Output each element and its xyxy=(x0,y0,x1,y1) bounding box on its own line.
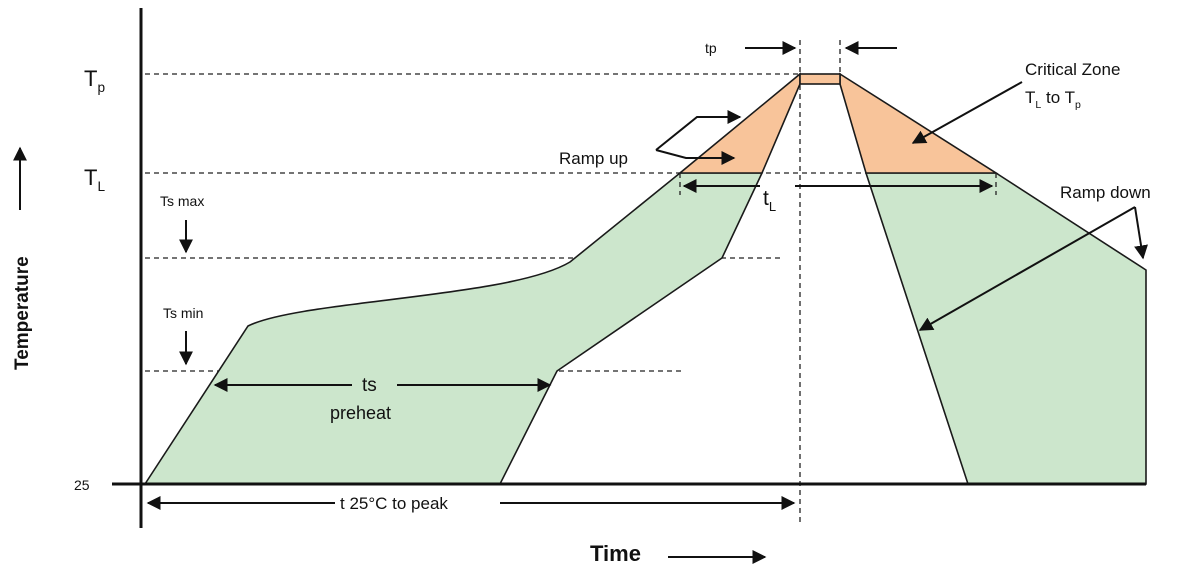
critical-zone-ramp-down xyxy=(839,72,999,174)
y-axis-title: Temperature xyxy=(12,256,33,370)
ts-min-label: Ts min xyxy=(163,305,203,321)
ramp-down-label: Ramp down xyxy=(1060,183,1151,202)
tl-duration-label: tL xyxy=(763,187,776,214)
tp-level-label: Tp xyxy=(84,66,105,95)
critical-zone-callout xyxy=(911,81,1023,144)
t25-duration-label: t 25°C to peak xyxy=(340,494,448,513)
ts-max-label: Ts max xyxy=(160,193,204,209)
ramp-down-callout-left xyxy=(918,206,1136,331)
critical-zone-label: Critical Zone xyxy=(1025,60,1120,79)
tp-duration-label: tp xyxy=(705,40,717,56)
tl-level-label: TL xyxy=(84,165,105,194)
ramp-up-callout-upper xyxy=(655,110,742,151)
ramp-up-callout-lower xyxy=(655,149,736,165)
heating-process-window xyxy=(143,172,764,485)
peak-plateau xyxy=(799,73,841,85)
x-axis-title: Time xyxy=(590,541,641,566)
cooling-process-window xyxy=(864,172,1147,485)
ramp-down-callout-right xyxy=(1134,206,1148,260)
critical-zone-range-label: TL to Tp xyxy=(1025,88,1081,111)
ts-duration-label: ts xyxy=(362,375,377,396)
origin-temperature-label: 25 xyxy=(74,477,90,493)
preheat-label: preheat xyxy=(330,403,391,423)
ramp-up-label: Ramp up xyxy=(559,149,628,168)
